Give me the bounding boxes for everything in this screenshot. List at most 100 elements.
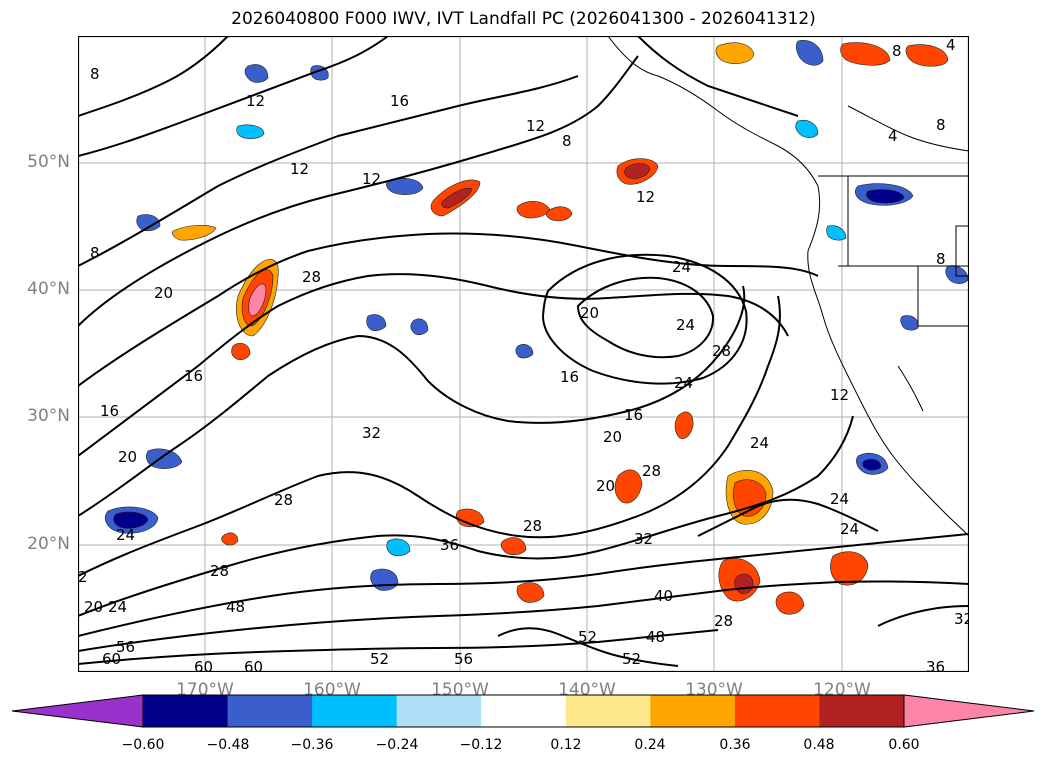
- contour-label: 32: [634, 530, 653, 548]
- contour-label: 20: [596, 477, 615, 495]
- contour-label: 36: [926, 658, 945, 672]
- patch-positive: [231, 342, 251, 360]
- contour-label: 40: [654, 587, 673, 605]
- colorbar-segment: [396, 695, 482, 727]
- colorbar-segment: [227, 695, 313, 727]
- patch-negative: [386, 178, 424, 195]
- contour-label: 20: [603, 428, 622, 446]
- contour-label: 56: [116, 638, 135, 656]
- contour-label: 24: [108, 598, 127, 616]
- patch-negative: [866, 189, 905, 204]
- lat-label: 30°N: [27, 406, 70, 426]
- colorbar-segment: [819, 695, 905, 727]
- patch-negative: [795, 40, 824, 66]
- patch-positive: [516, 201, 551, 219]
- contour-label: 48: [226, 598, 245, 616]
- contour-label: 12: [830, 386, 849, 404]
- patch-negative: [515, 344, 534, 359]
- patch-positive: [840, 42, 891, 66]
- contour-label: 36: [440, 536, 459, 554]
- colorbar-tick: −0.12: [459, 737, 503, 753]
- contour-label: 8: [562, 132, 572, 150]
- coastlines: [607, 36, 969, 537]
- patch-positive: [172, 225, 217, 241]
- contour-label: 28: [642, 462, 661, 480]
- contour-label: 24: [750, 434, 769, 452]
- contour-label: 12: [526, 117, 545, 135]
- contour-label: 60: [102, 650, 121, 668]
- patch-negative: [386, 538, 411, 557]
- colorbar-tick: 0.48: [803, 737, 835, 753]
- patch-positive: [715, 42, 755, 64]
- patch-positive: [624, 163, 651, 179]
- contour-label: 12: [246, 92, 265, 110]
- colorbar-tick: 0.36: [719, 737, 751, 753]
- map-panel: 8 12 16 12 8 12 12 12 8 20 28 24 20 24 2…: [78, 36, 969, 672]
- contour-label: 8: [90, 244, 100, 262]
- patch-negative: [826, 225, 847, 241]
- lat-label: 50°N: [27, 152, 70, 172]
- contour-label: 20: [118, 448, 137, 466]
- patch-negative: [862, 458, 882, 471]
- map-frame: [78, 36, 969, 672]
- shaded-patches: [105, 40, 969, 615]
- colorbar-segment: [734, 695, 820, 727]
- colorbar-segment: [650, 695, 736, 727]
- contour-label: 32: [954, 610, 969, 628]
- colorbar: [11, 694, 1035, 728]
- contour-label: 24: [672, 258, 691, 276]
- contour-label: 16: [390, 92, 409, 110]
- contour-label: 8: [936, 250, 946, 268]
- contour-label: 8: [936, 116, 946, 134]
- patch-negative: [945, 265, 969, 284]
- colorbar-segment: [481, 695, 567, 727]
- contour-label: 60: [244, 658, 263, 672]
- contour-label: 52: [370, 650, 389, 668]
- contour-label: 28: [302, 268, 321, 286]
- patch-negative: [366, 314, 387, 332]
- colorbar-extend-high: [904, 695, 1034, 727]
- colorbar-segment: [143, 695, 229, 727]
- contour-label: 60: [194, 658, 213, 672]
- patch-positive: [545, 206, 573, 222]
- patch-negative: [900, 315, 919, 331]
- patch-positive: [221, 532, 239, 546]
- map-title: 2026040800 F000 IWV, IVT Landfall PC (20…: [231, 9, 816, 29]
- contour-label: 16: [184, 367, 203, 385]
- contour-label: 24: [840, 520, 859, 538]
- contour-labels: 8 12 16 12 8 12 12 12 8 20 28 24 20 24 2…: [78, 36, 969, 672]
- colorbar-tick: 0.12: [550, 737, 582, 753]
- patch-negative: [136, 214, 161, 232]
- contour-label: 4: [946, 36, 956, 54]
- contour-label: 28: [523, 517, 542, 535]
- contour-label: 52: [622, 650, 641, 668]
- patch-positive: [500, 537, 527, 556]
- contour-label: 4: [888, 127, 898, 145]
- lat-label: 20°N: [27, 534, 70, 554]
- contour-label: 52: [578, 628, 597, 646]
- patch-positive: [614, 469, 643, 504]
- contour-label: 8: [892, 42, 902, 60]
- contour-label: 2: [78, 568, 88, 586]
- contour-label: 20: [154, 284, 173, 302]
- colorbar-extend-low: [12, 695, 143, 727]
- contour-label: 24: [674, 374, 693, 392]
- colorbar-tick: −0.60: [121, 737, 165, 753]
- patch-negative: [795, 119, 819, 138]
- contour-label: 48: [646, 628, 665, 646]
- iwv-contours: [78, 36, 969, 667]
- contour-label: 24: [676, 316, 695, 334]
- map-canvas: 8 12 16 12 8 12 12 12 8 20 28 24 20 24 2…: [78, 36, 969, 672]
- colorbar-tick: 0.60: [888, 737, 920, 753]
- contour-label: 20: [84, 598, 103, 616]
- contour-label: 28: [712, 342, 731, 360]
- colorbar-segment: [565, 695, 651, 727]
- contour-label: 12: [290, 160, 309, 178]
- patch-negative: [236, 124, 265, 140]
- patch-negative: [244, 64, 269, 83]
- patch-positive: [248, 283, 267, 317]
- patch-positive: [734, 573, 754, 595]
- contour-label: 12: [636, 188, 655, 206]
- contour-label: 24: [116, 526, 135, 544]
- colorbar-tick: −0.36: [290, 737, 334, 753]
